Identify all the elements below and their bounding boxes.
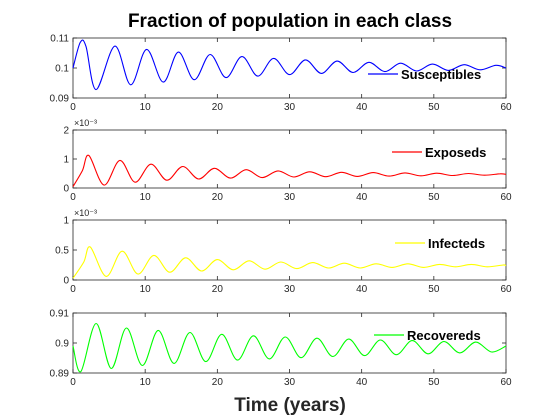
x-tick-label: 20 [212,102,224,113]
legend-label: Infecteds [428,236,485,251]
x-tick-label: 50 [428,377,440,388]
x-tick-label: 60 [500,102,512,113]
x-tick-label: 0 [70,377,76,388]
x-tick-label: 50 [428,192,440,203]
y-exponent-label: ×10⁻³ [74,118,97,128]
y-tick-label: 0.89 [50,369,70,380]
y-tick-label: 2 [63,126,69,137]
figure-title: Fraction of population in each class [128,11,452,32]
x-tick-label: 10 [140,102,152,113]
x-axis-label: Time (years) [234,395,346,416]
subplot-1: 0 10 20 30 40 50 60 0.09 0.1 0.11 Susceptibles [50,34,512,114]
legend: Exposeds [392,145,486,160]
y-tick-label: 0.11 [50,34,69,45]
y-exponent-label: ×10⁻³ [74,208,97,218]
x-tick-label: 0 [70,284,76,295]
x-tick-label: 50 [428,102,440,113]
series-line [72,246,507,279]
x-tick-label: 50 [428,284,440,295]
y-tick-label: 0 [63,276,69,287]
x-tick-label: 10 [140,377,152,388]
x-tick-label: 0 [70,102,76,113]
x-tick-label: 20 [212,377,224,388]
legend-label: Recovereds [407,328,481,343]
series-line [72,154,507,187]
y-tick-label: 1 [63,216,69,227]
y-tick-label: 0.09 [50,94,70,105]
x-tick-label: 30 [284,377,296,388]
subplot-3: 0 10 20 30 40 50 60 0 0.5 1 ×10⁻³ Infecteds [55,208,512,295]
x-tick-label: 30 [284,102,296,113]
x-tick-label: 30 [284,284,296,295]
x-tick-label: 40 [356,192,368,203]
x-tick-label: 30 [284,192,296,203]
subplot-4: 0 10 20 30 40 50 60 0.89 0.9 0.91 Recovereds [50,309,512,389]
y-tick-label: 0.5 [55,246,69,257]
legend-label: Susceptibles [401,67,481,82]
x-tick-label: 40 [356,102,368,113]
subplot-2: 0 10 20 30 40 50 60 0 1 2 ×10⁻³ Exposeds [63,118,512,203]
x-tick-label: 10 [140,192,152,203]
x-tick-label: 20 [212,284,224,295]
x-tick-label: 10 [140,284,152,295]
y-tick-label: 0.9 [55,339,69,350]
x-tick-label: 40 [356,284,368,295]
y-tick-label: 0.91 [50,309,70,320]
y-tick-label: 0.1 [55,64,69,75]
series-line [72,322,507,373]
x-tick-label: 60 [500,192,512,203]
legend-label: Exposeds [425,145,486,160]
legend: Infecteds [395,236,485,251]
x-tick-label: 60 [500,377,512,388]
y-tick-label: 1 [63,155,69,166]
plot-area [72,129,507,189]
y-tick-label: 0 [63,184,69,195]
x-tick-label: 20 [212,192,224,203]
x-tick-label: 40 [356,377,368,388]
legend: Recovereds [374,328,481,343]
series-line [72,39,507,91]
legend: Susceptibles [368,67,481,82]
x-tick-label: 0 [70,192,76,203]
x-tick-label: 60 [500,284,512,295]
plot-area [72,37,507,99]
